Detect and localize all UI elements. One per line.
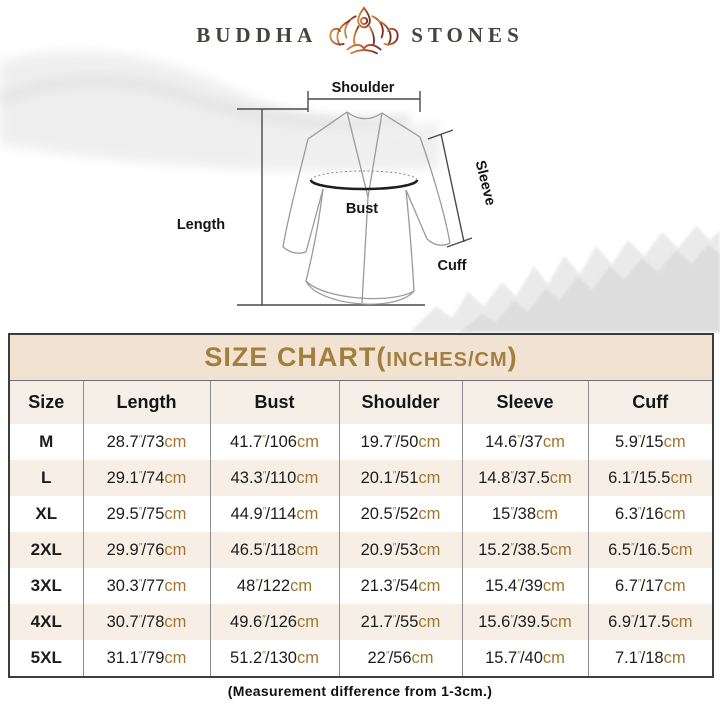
column-header-length: Length	[82, 380, 210, 424]
measurement-cell: 20.9″/53cm	[338, 532, 462, 568]
measurement-cell: 28.7″/73cm	[82, 424, 210, 460]
measurement-cell: 19.7″/50cm	[338, 424, 462, 460]
table-row: XL 29.5″/75cm 44.9″/114cm 20.5″/52cm 15″/38c…	[9, 496, 714, 532]
size-value: 4XL	[9, 604, 83, 640]
center-front-line	[361, 196, 369, 304]
size-value: 2XL	[9, 532, 83, 568]
size-value: 3XL	[9, 568, 83, 604]
lotus-meditation-icon	[329, 6, 399, 55]
title-main: SIZE CHART(	[204, 342, 387, 372]
measurement-cell: 21.3″/54cm	[338, 568, 462, 604]
measurement-cell: 31.1″/79cm	[82, 640, 210, 677]
measurement-cell: 29.5″/75cm	[82, 496, 210, 532]
size-chart: SIZE CHART(INCHES/CM) Size Length Bust S…	[8, 333, 715, 678]
sleeve-label: Sleeve	[472, 159, 499, 207]
measurement-cell: 6.7″/17cm	[587, 568, 714, 604]
table-row: 5XL 31.1″/79cm 51.2″/130cm 22″/56cm 15.7″/40…	[9, 640, 714, 677]
measurement-cell: 30.3″/77cm	[82, 568, 210, 604]
measurement-cell: 14.8″/37.5cm	[461, 460, 588, 496]
bust-ellipse	[309, 170, 419, 191]
measurement-cell: 6.1″/15.5cm	[587, 460, 714, 496]
measurement-cell: 15.7″/40cm	[461, 640, 588, 677]
cuff-label: Cuff	[438, 258, 467, 274]
brand-name-left: BUDDHA	[196, 22, 318, 47]
measurement-cell: 15.2″/38.5cm	[461, 532, 588, 568]
measurement-cell: 30.7″/78cm	[82, 604, 210, 640]
measurement-cell: 43.3″/110cm	[209, 460, 339, 496]
measurement-cell: 15.6″/39.5cm	[461, 604, 588, 640]
size-chart-body: M 28.7″/73cm 41.7″/106cm 19.7″/50cm 14.6″/37…	[9, 424, 714, 677]
brand-name-right: STONES	[411, 22, 524, 47]
title-close: )	[507, 342, 518, 372]
table-row: 4XL 30.7″/78cm 49.6″/126cm 21.7″/55cm 15.6″/…	[9, 604, 714, 640]
measurement-cell: 29.9″/76cm	[82, 532, 210, 568]
measurement-cell: 6.3″/16cm	[587, 496, 714, 532]
measurement-cell: 6.5″/16.5cm	[587, 532, 714, 568]
measurement-cell: 41.7″/106cm	[209, 424, 339, 460]
column-header-bust: Bust	[209, 380, 339, 424]
measurement-cell: 22″/56cm	[338, 640, 462, 677]
column-header-sleeve: Sleeve	[461, 380, 588, 424]
measurement-cell: 15.4″/39cm	[461, 568, 588, 604]
measurement-cell: 51.2″/130cm	[209, 640, 339, 677]
measurement-cell: 20.5″/52cm	[338, 496, 462, 532]
brand-header: BUDDHA	[0, 0, 720, 70]
measurement-cell: 48″/122cm	[209, 568, 339, 604]
title-sub: INCHES/CM	[386, 349, 508, 371]
table-row: 2XL 29.9″/76cm 46.5″/118cm 20.9″/53cm 15.2″/…	[9, 532, 714, 568]
shoulder-label: Shoulder	[332, 80, 395, 96]
measurement-cell: 46.5″/118cm	[209, 532, 339, 568]
measurement-cell: 15″/38cm	[461, 496, 588, 532]
measurement-cell: 6.9″/17.5cm	[587, 604, 714, 640]
bust-label: Bust	[346, 201, 378, 217]
size-value: M	[9, 424, 83, 460]
measurement-lines	[237, 91, 473, 306]
background-watermark-art	[0, 50, 720, 332]
measurement-cell: 20.1″/51cm	[338, 460, 462, 496]
measurement-cell: 7.1″/18cm	[587, 640, 714, 677]
table-row: 3XL 30.3″/77cm 48″/122cm 21.3″/54cm 15.4″/39…	[9, 568, 714, 604]
length-label: Length	[177, 217, 225, 233]
measurement-cell: 29.1″/74cm	[82, 460, 210, 496]
sleeve-measure-line	[440, 133, 465, 243]
table-row: L 29.1″/74cm 43.3″/110cm 20.1″/51cm 14.8″/37…	[9, 460, 714, 496]
measurement-cell: 14.6″/37cm	[461, 424, 588, 460]
garment-outline	[282, 111, 451, 305]
measurement-note: (Measurement difference from 1-3cm.)	[227, 683, 493, 699]
column-header-cuff: Cuff	[587, 380, 714, 424]
size-value: L	[9, 460, 83, 496]
measurement-cell: 5.9″/15cm	[587, 424, 714, 460]
collar-left-line	[346, 111, 369, 198]
size-value: XL	[9, 496, 83, 532]
column-header-size: Size	[9, 380, 83, 424]
measurement-cell: 49.6″/126cm	[209, 604, 339, 640]
measurement-cell: 44.9″/114cm	[209, 496, 339, 532]
collar-right-line	[367, 112, 383, 198]
table-row: M 28.7″/73cm 41.7″/106cm 19.7″/50cm 14.6″/37…	[9, 424, 714, 460]
column-header-shoulder: Shoulder	[338, 380, 462, 424]
size-chart-title: SIZE CHART(INCHES/CM)	[9, 334, 714, 381]
size-value: 5XL	[9, 640, 83, 677]
measurement-cell: 21.7″/55cm	[338, 604, 462, 640]
